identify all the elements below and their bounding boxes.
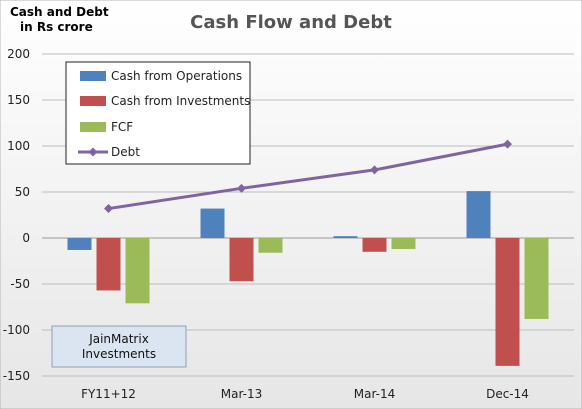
watermark-line-1: JainMatrix bbox=[88, 332, 149, 346]
y-axis-label-line-1: Cash and Debt bbox=[10, 5, 109, 19]
bar-cash-from-investments bbox=[495, 238, 520, 366]
bar-fcf bbox=[391, 238, 416, 250]
legend-swatch bbox=[80, 122, 106, 132]
legend-label: Debt bbox=[111, 145, 140, 159]
bar-cash-from-operations bbox=[67, 238, 92, 250]
bar-fcf bbox=[258, 238, 283, 253]
x-axis-ticks: FY11+12 Mar-13 Mar-14 Dec-14 bbox=[81, 387, 529, 401]
y-tick-label: 50 bbox=[15, 185, 30, 199]
bar-fcf bbox=[125, 238, 150, 304]
bar-cash-from-investments bbox=[96, 238, 121, 291]
legend-swatch bbox=[80, 96, 106, 106]
y-tick-label: 0 bbox=[22, 231, 30, 245]
debt-point bbox=[237, 183, 246, 193]
y-tick-label: 150 bbox=[7, 93, 30, 107]
legend-swatch bbox=[80, 71, 106, 81]
debt-point bbox=[503, 139, 512, 149]
y-axis-label-line-2: in Rs crore bbox=[20, 20, 93, 34]
legend-label: FCF bbox=[111, 120, 133, 134]
legend-label: Cash from Investments bbox=[111, 94, 250, 108]
watermark-line-2: Investments bbox=[82, 347, 156, 361]
legend-items: Cash from Operations Cash from Investment… bbox=[78, 69, 250, 159]
bars bbox=[67, 191, 549, 366]
x-tick-label: FY11+12 bbox=[81, 387, 136, 401]
bar-fcf bbox=[524, 238, 549, 319]
watermark-box bbox=[51, 325, 187, 368]
debt-point bbox=[104, 204, 113, 214]
bar-cash-from-operations bbox=[333, 236, 358, 238]
x-tick-label: Mar-13 bbox=[221, 387, 262, 401]
debt-line bbox=[108, 142, 508, 211]
bar-cash-from-investments bbox=[229, 238, 254, 282]
y-tick-label: 100 bbox=[7, 139, 30, 153]
legend: Cash from Operations Cash from Investment… bbox=[65, 61, 251, 165]
y-tick-label: 200 bbox=[7, 47, 30, 61]
y-axis-ticks: 200 150 100 50 0 -50 -100 -150 bbox=[3, 47, 30, 383]
watermark: JainMatrix Investments bbox=[51, 325, 187, 368]
bar-cash-from-operations bbox=[200, 208, 225, 238]
y-tick-label: -50 bbox=[10, 277, 30, 291]
x-tick-label: Mar-14 bbox=[354, 387, 395, 401]
debt-point bbox=[370, 165, 379, 175]
bar-cash-from-operations bbox=[466, 191, 491, 238]
bar-cash-from-investments bbox=[362, 238, 387, 252]
x-tick-label: Dec-14 bbox=[486, 387, 529, 401]
y-tick-label: -150 bbox=[3, 369, 30, 383]
legend-marker bbox=[88, 147, 98, 157]
y-tick-label: -100 bbox=[3, 323, 30, 337]
debt-line-group bbox=[104, 139, 512, 214]
legend-label: Cash from Operations bbox=[111, 69, 242, 83]
chart-title: Cash Flow and Debt bbox=[190, 12, 392, 33]
